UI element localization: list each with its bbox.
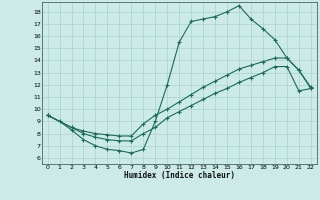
X-axis label: Humidex (Indice chaleur): Humidex (Indice chaleur) [124,171,235,180]
